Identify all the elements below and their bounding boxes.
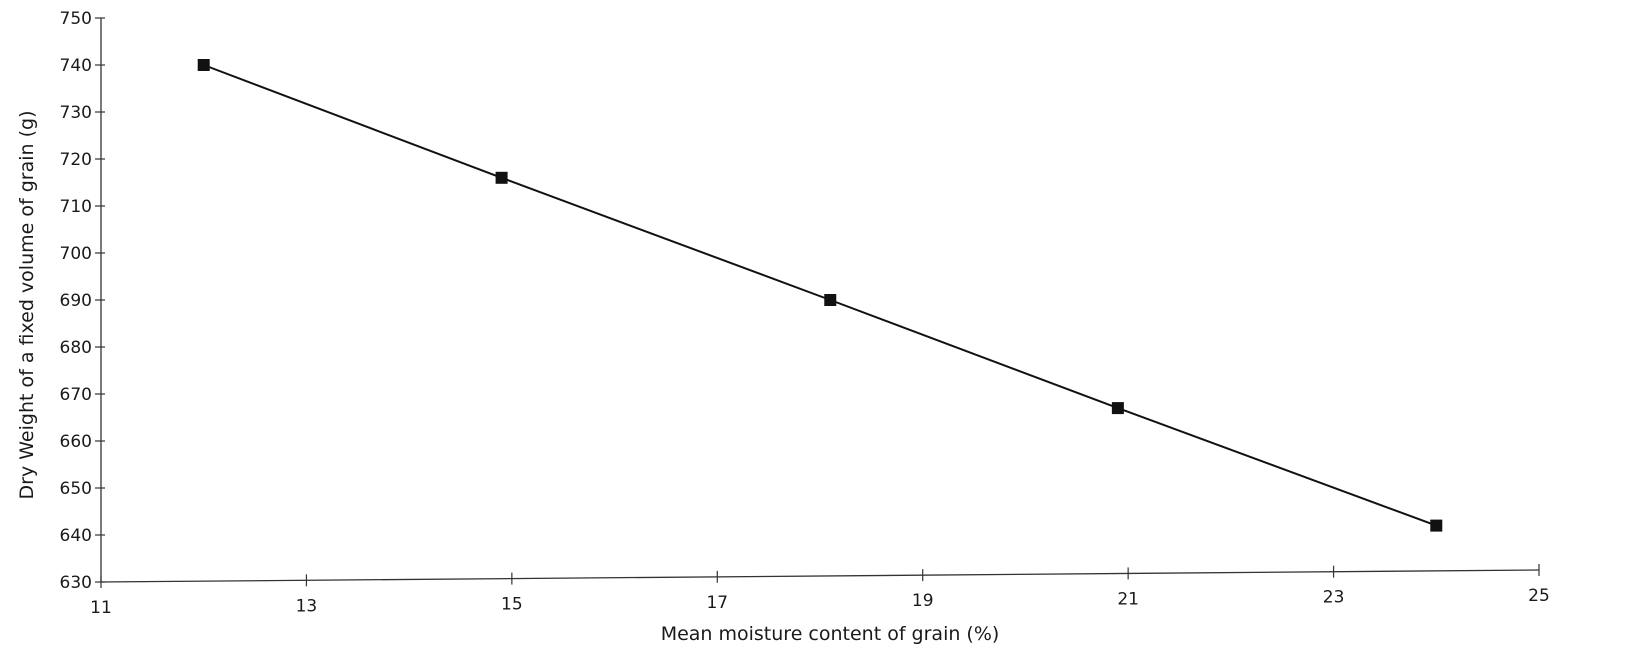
data-point-marker [1111,402,1124,415]
x-tick-label: 11 [90,598,112,618]
y-tick-label: 630 [60,573,92,593]
data-point-marker [1430,519,1443,532]
x-tick-label: 15 [501,595,523,615]
y-tick-label: 690 [60,291,92,311]
data-point-marker [495,171,508,184]
y-tick-label: 660 [60,432,92,452]
y-tick-label: 670 [60,385,92,405]
y-tick-label: 700 [60,244,92,264]
y-tick-label: 710 [60,197,92,217]
x-tick-label: 17 [706,593,728,613]
y-tick-label: 730 [60,103,92,123]
y-tick-label: 650 [60,479,92,499]
tick-labels: 630 640 650 660 670 680 690 700 710 720 730 740 750 1… [60,9,1550,618]
data-point-marker [824,294,837,306]
y-tick-label: 750 [60,9,92,29]
tick-marks [95,17,1540,588]
series-line [203,64,1437,527]
x-tick-label: 23 [1323,588,1345,608]
y-tick-label: 720 [60,150,92,170]
axes [100,18,1540,583]
y-tick-label: 640 [60,526,92,546]
x-axis-line [100,569,1540,583]
y-tick-label: 680 [60,338,92,358]
x-tick-label: 25 [1528,586,1550,606]
x-tick-label: 13 [296,596,318,616]
y-axis-title: Dry Weight of a fixed volume of grain (g… [16,111,38,500]
data-point-marker [197,59,210,71]
x-tick-label: 21 [1117,589,1139,609]
y-tick-label: 740 [60,56,92,76]
x-axis-title: Mean moisture content of grain (%) [661,623,1000,645]
x-tick-label: 19 [912,591,934,611]
series-group [197,59,1443,532]
